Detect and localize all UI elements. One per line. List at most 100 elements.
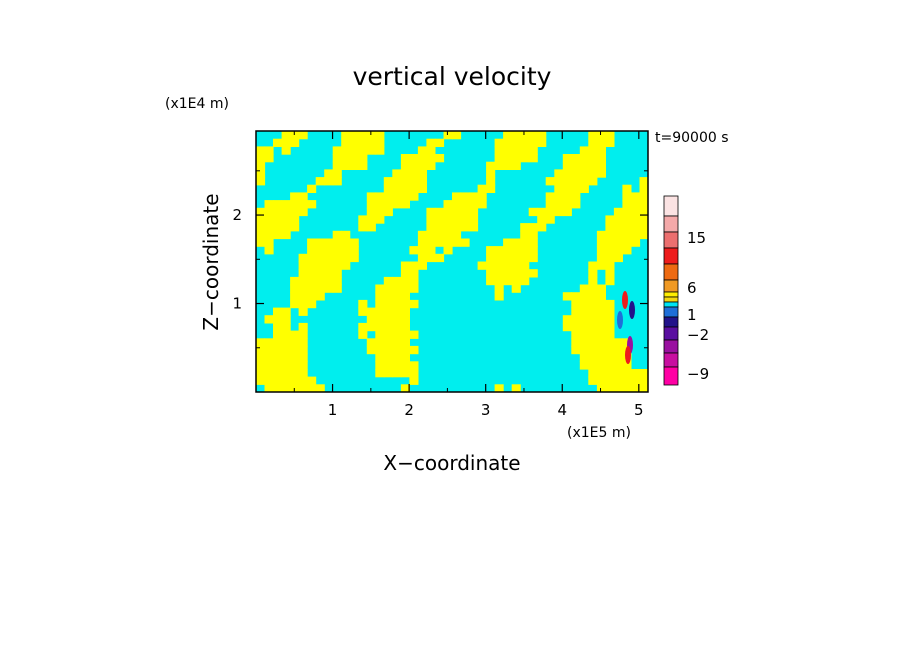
field-cell-positive	[494, 269, 504, 278]
y-tick-label: 1	[232, 295, 242, 313]
field-cell-positive	[392, 307, 402, 316]
field-cell-positive	[341, 238, 351, 247]
field-cell-positive	[435, 138, 445, 147]
field-cell-positive	[613, 361, 623, 370]
field-cell-positive	[528, 246, 538, 255]
field-cell-positive	[486, 184, 496, 193]
field-cell-positive	[426, 154, 436, 163]
field-cell-positive	[588, 154, 598, 163]
field-cell-positive	[622, 361, 632, 370]
field-cell-positive	[511, 276, 521, 286]
field-cell-positive	[392, 200, 402, 209]
field-cell-positive	[596, 246, 606, 255]
field-cell-positive	[579, 154, 589, 163]
field-cell-positive	[409, 376, 419, 385]
field-cell-positive	[443, 230, 453, 240]
field-cell-positive	[400, 369, 410, 378]
field-cell-positive	[324, 253, 334, 263]
field-cell-positive	[375, 215, 385, 224]
field-cell-positive	[417, 246, 427, 255]
field-cell-positive	[290, 276, 300, 286]
field-cell-positive	[298, 261, 308, 270]
field-cell-positive	[256, 345, 266, 355]
field-cell-positive	[596, 230, 606, 240]
field-cell-positive	[298, 299, 308, 309]
colorbar-swatch	[663, 263, 679, 281]
field-cell-positive	[426, 207, 436, 217]
field-cell-positive	[443, 207, 453, 217]
field-cell-positive	[392, 284, 402, 293]
field-cell-positive	[315, 238, 325, 247]
field-cell-positive	[392, 330, 402, 339]
field-cell-positive	[298, 131, 308, 140]
field-cell-positive	[332, 269, 342, 278]
field-cell-positive	[417, 238, 427, 247]
field-cell-positive	[579, 169, 589, 178]
field-cell-positive	[341, 138, 351, 147]
field-cell-positive	[256, 154, 266, 163]
field-cell-positive	[383, 184, 393, 193]
field-cell-positive	[264, 353, 274, 362]
field-cell-positive	[366, 338, 376, 347]
field-cell-positive	[631, 215, 641, 224]
field-cell-positive	[383, 284, 393, 293]
field-cell-positive	[503, 269, 513, 278]
field-cell-positive	[392, 338, 402, 347]
field-cell-positive	[341, 161, 351, 170]
field-cell-positive	[554, 192, 564, 201]
field-cell-positive	[494, 146, 504, 155]
field-cell-positive	[426, 215, 436, 224]
field-cell-positive	[298, 276, 308, 286]
field-cell-positive	[332, 146, 342, 155]
field-cell-positive	[392, 322, 402, 332]
field-cell-positive	[409, 246, 419, 255]
field-cell-positive	[383, 292, 393, 301]
field-cell-positive	[520, 154, 530, 163]
field-cell-positive	[375, 369, 385, 378]
field-cell-positive	[588, 338, 598, 347]
field-cell-positive	[392, 299, 402, 309]
field-cell-positive	[358, 154, 368, 163]
field-cell-positive	[281, 315, 291, 324]
colorbar-swatch	[663, 366, 679, 386]
chart-title: vertical velocity	[353, 62, 552, 91]
field-cell-positive	[324, 276, 334, 286]
field-cell-positive	[383, 361, 393, 370]
field-cell-positive	[281, 223, 291, 232]
field-cell-positive	[392, 369, 402, 378]
field-cell-positive	[588, 292, 598, 301]
field-cell-positive	[528, 230, 538, 240]
field-cell-positive	[511, 138, 521, 147]
field-cell-positive	[400, 276, 410, 286]
field-cell-positive	[605, 269, 615, 278]
field-cell-positive	[349, 253, 359, 263]
field-cell-positive	[375, 361, 385, 370]
y-scale-label: (x1E4 m)	[165, 96, 229, 112]
plot-area	[256, 131, 648, 392]
x-tick-label: 3	[481, 401, 491, 419]
field-cell-positive	[631, 223, 641, 232]
field-cell-positive	[562, 161, 572, 170]
field-cell-positive	[383, 200, 393, 209]
field-cell-positive	[452, 215, 462, 224]
field-cell-positive	[256, 146, 266, 155]
field-cell-positive	[596, 345, 606, 355]
field-cell-positive	[307, 299, 317, 309]
field-cell-positive	[554, 200, 564, 209]
field-cell-positive	[639, 207, 648, 217]
field-cell-positive	[400, 330, 410, 339]
field-cell-positive	[341, 154, 351, 163]
field-cell-positive	[528, 146, 538, 155]
field-cell-positive	[375, 192, 385, 201]
field-cell-positive	[528, 269, 538, 278]
field-cell-positive	[596, 261, 606, 270]
x-tick-label: 5	[634, 401, 644, 419]
field-cell-positive	[281, 138, 291, 147]
field-cell-positive	[486, 276, 496, 286]
field-cell-positive	[605, 322, 615, 332]
field-cell-positive	[596, 299, 606, 309]
field-cell-positive	[273, 215, 283, 224]
field-cell-positive	[256, 376, 266, 385]
field-cell-positive	[596, 330, 606, 339]
